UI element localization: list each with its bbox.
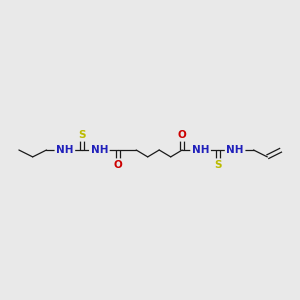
Text: O: O — [113, 160, 122, 170]
Text: S: S — [214, 160, 222, 170]
Text: NH: NH — [192, 145, 209, 155]
Text: NH: NH — [56, 145, 74, 155]
Text: S: S — [78, 130, 86, 140]
Text: NH: NH — [91, 145, 108, 155]
Text: NH: NH — [226, 145, 244, 155]
Text: O: O — [178, 130, 187, 140]
